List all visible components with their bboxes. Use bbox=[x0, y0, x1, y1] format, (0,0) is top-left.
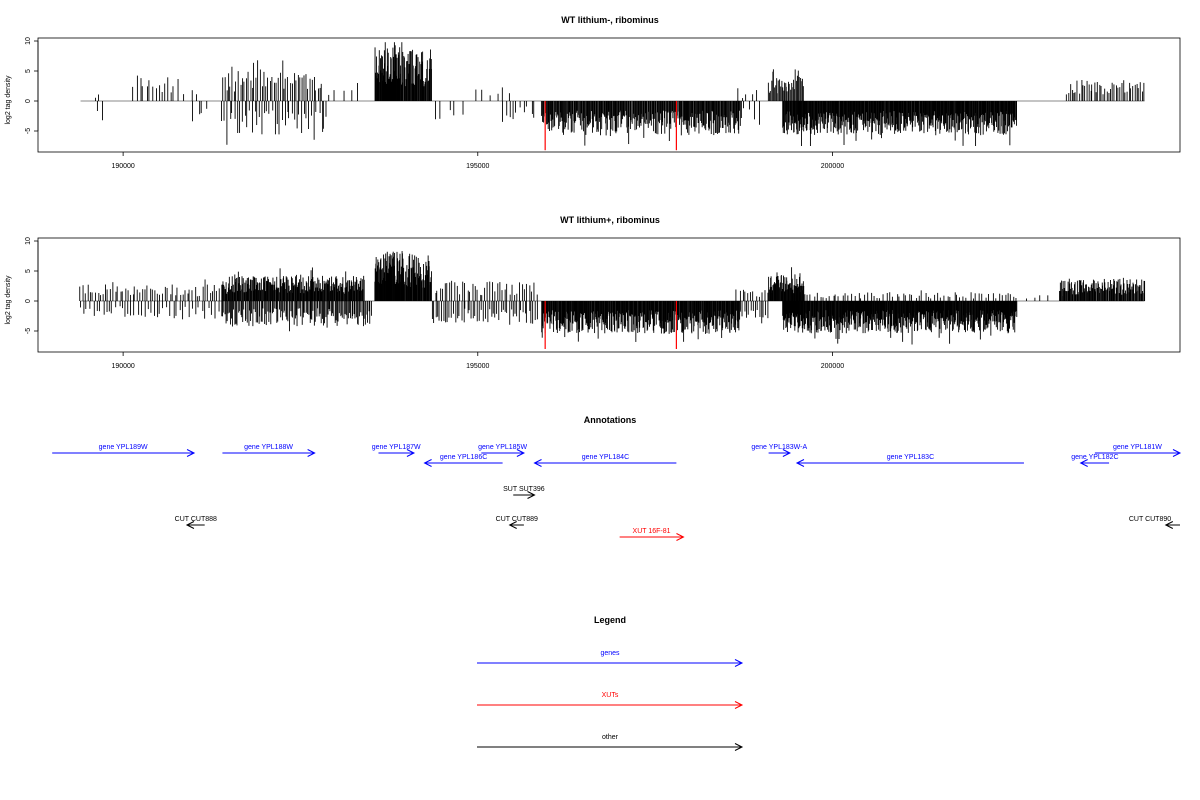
legend-item: XUTs bbox=[477, 692, 744, 709]
y-tick-label: 0 bbox=[25, 99, 32, 103]
feature-label: gene YPL189W bbox=[99, 444, 148, 451]
feature-label: gene YPL185W bbox=[478, 444, 527, 451]
x-tick-label: 200000 bbox=[821, 363, 844, 370]
feature-arrowhead bbox=[782, 449, 791, 457]
feature-arrowhead bbox=[406, 449, 416, 457]
y-tick-label: -5 bbox=[25, 128, 32, 134]
y-tick-label: 10 bbox=[25, 37, 32, 45]
feature-arrowhead bbox=[795, 459, 805, 467]
feature-label: gene YPL183W-A bbox=[751, 444, 807, 451]
x-axis: 190000 195000 200000 bbox=[111, 152, 844, 170]
annotation-feature: gene YPL181W bbox=[1094, 444, 1182, 457]
feature-arrowhead bbox=[185, 521, 195, 529]
feature-label: gene YPL184C bbox=[582, 454, 629, 461]
feature-arrowhead bbox=[676, 533, 685, 541]
y-tick-label: 0 bbox=[25, 299, 32, 303]
feature-arrowhead bbox=[307, 449, 316, 457]
annotation-feature: gene YPL188W bbox=[222, 444, 316, 457]
feature-arrowhead bbox=[1079, 459, 1088, 467]
legend-arrowhead bbox=[734, 743, 744, 751]
legend-label: XUTs bbox=[602, 692, 619, 699]
x-axis: 190000 195000 200000 bbox=[111, 352, 844, 370]
x-tick-label: 190000 bbox=[111, 163, 134, 170]
annotation-features: gene YPL189W gene YPL188W gene YPL187W gene… bbox=[52, 444, 1182, 541]
feature-label: XUT 16F-81 bbox=[633, 528, 671, 535]
feature-label: gene YPL182C bbox=[1071, 454, 1118, 461]
feature-label: gene YPL187W bbox=[372, 444, 421, 451]
feature-label: gene YPL186C bbox=[440, 454, 487, 461]
feature-arrowhead bbox=[1164, 521, 1174, 529]
y-axis-label: log2 tag density bbox=[5, 75, 12, 125]
feature-arrowhead bbox=[527, 491, 536, 499]
annotation-feature: gene YPL187W bbox=[372, 444, 421, 457]
legend-label: genes bbox=[600, 650, 620, 657]
plot-frame bbox=[37, 37, 1181, 153]
legend-arrowhead bbox=[734, 701, 744, 709]
feature-arrowhead bbox=[1172, 449, 1182, 457]
highlight-bars bbox=[544, 301, 677, 349]
density-bars bbox=[79, 251, 1146, 345]
feature-arrowhead bbox=[186, 449, 196, 457]
chart-title: WT lithium+, ribominus bbox=[560, 215, 660, 225]
feature-label: CUT CUT889 bbox=[496, 516, 538, 523]
y-tick-label: 10 bbox=[25, 237, 32, 245]
feature-arrowhead bbox=[533, 459, 542, 467]
chart-panel-lithium-minus: WT lithium-, ribominus log2 tag density … bbox=[5, 15, 1181, 170]
density-bars bbox=[95, 42, 1145, 146]
annotation-feature: CUT CUT889 bbox=[496, 516, 538, 529]
legend-label: other bbox=[602, 734, 619, 741]
feature-label: CUT CUT888 bbox=[175, 516, 217, 523]
x-tick-label: 195000 bbox=[466, 363, 489, 370]
x-tick-label: 190000 bbox=[111, 363, 134, 370]
annotation-feature: gene YPL183C bbox=[795, 454, 1024, 467]
annotations-track: Annotations gene YPL189W gene YPL188W gene… bbox=[52, 415, 1182, 541]
legend-item: genes bbox=[477, 650, 744, 667]
feature-label: CUT CUT890 bbox=[1129, 516, 1171, 523]
feature-arrowhead bbox=[423, 459, 432, 467]
annotation-feature: gene YPL182C bbox=[1071, 454, 1119, 467]
annotation-feature: gene YPL186C bbox=[423, 454, 503, 467]
annotation-feature: CUT CUT888 bbox=[175, 516, 217, 529]
x-tick-label: 200000 bbox=[821, 163, 844, 170]
y-axis: -5 0 5 10 bbox=[25, 237, 39, 334]
legend-arrowhead bbox=[734, 659, 744, 667]
x-tick-label: 195000 bbox=[466, 163, 489, 170]
feature-label: gene YPL183C bbox=[887, 454, 934, 461]
y-tick-label: -5 bbox=[25, 328, 32, 334]
annotation-feature: gene YPL183W-A bbox=[751, 444, 807, 457]
feature-label: gene YPL181W bbox=[1113, 444, 1162, 451]
feature-label: gene YPL188W bbox=[244, 444, 293, 451]
y-tick-label: 5 bbox=[25, 69, 32, 73]
legend: Legend genes XUTs other bbox=[477, 615, 744, 751]
legend-items: genes XUTs other bbox=[477, 650, 744, 751]
legend-title: Legend bbox=[594, 615, 626, 625]
chart-panel-lithium-plus: WT lithium+, ribominus log2 tag density … bbox=[5, 215, 1181, 370]
feature-arrowhead bbox=[516, 449, 525, 457]
legend-item: other bbox=[477, 734, 744, 751]
annotation-feature: SUT SUT396 bbox=[503, 486, 545, 499]
annotation-feature: gene YPL189W bbox=[52, 444, 196, 457]
plot-frame bbox=[37, 237, 1181, 353]
y-axis-label: log2 tag density bbox=[5, 275, 12, 325]
y-axis: -5 0 5 10 bbox=[25, 37, 39, 134]
feature-label: SUT SUT396 bbox=[503, 486, 545, 493]
annotation-feature: XUT 16F-81 bbox=[619, 528, 685, 541]
annotations-title: Annotations bbox=[584, 415, 637, 425]
y-tick-label: 5 bbox=[25, 269, 32, 273]
annotation-feature: gene YPL184C bbox=[533, 454, 677, 467]
annotation-feature: CUT CUT890 bbox=[1129, 516, 1180, 529]
highlight-bars bbox=[544, 101, 677, 151]
feature-arrowhead bbox=[508, 521, 517, 529]
chart-title: WT lithium-, ribominus bbox=[561, 15, 659, 25]
annotation-feature: gene YPL185W bbox=[478, 444, 527, 457]
